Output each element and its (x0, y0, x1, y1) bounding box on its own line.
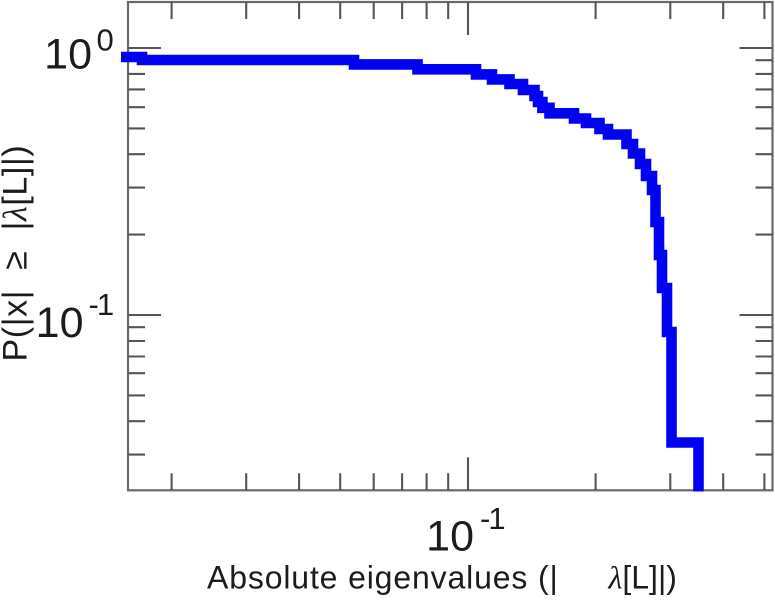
svg-text:0: 0 (97, 22, 114, 57)
svg-text:P(|x| ≥ |λ[L]|): P(|x| ≥ |λ[L]|) (0, 145, 35, 362)
svg-text:Absolute eigenvalues (|: Absolute eigenvalues (| (207, 560, 559, 596)
svg-text:10: 10 (426, 512, 474, 560)
svg-text:10: 10 (44, 30, 92, 78)
svg-text:λ[L]|): λ[L]|) (608, 560, 677, 596)
svg-text:10: 10 (36, 299, 84, 347)
svg-text:-1: -1 (480, 501, 504, 536)
svg-text:-1: -1 (89, 287, 113, 322)
